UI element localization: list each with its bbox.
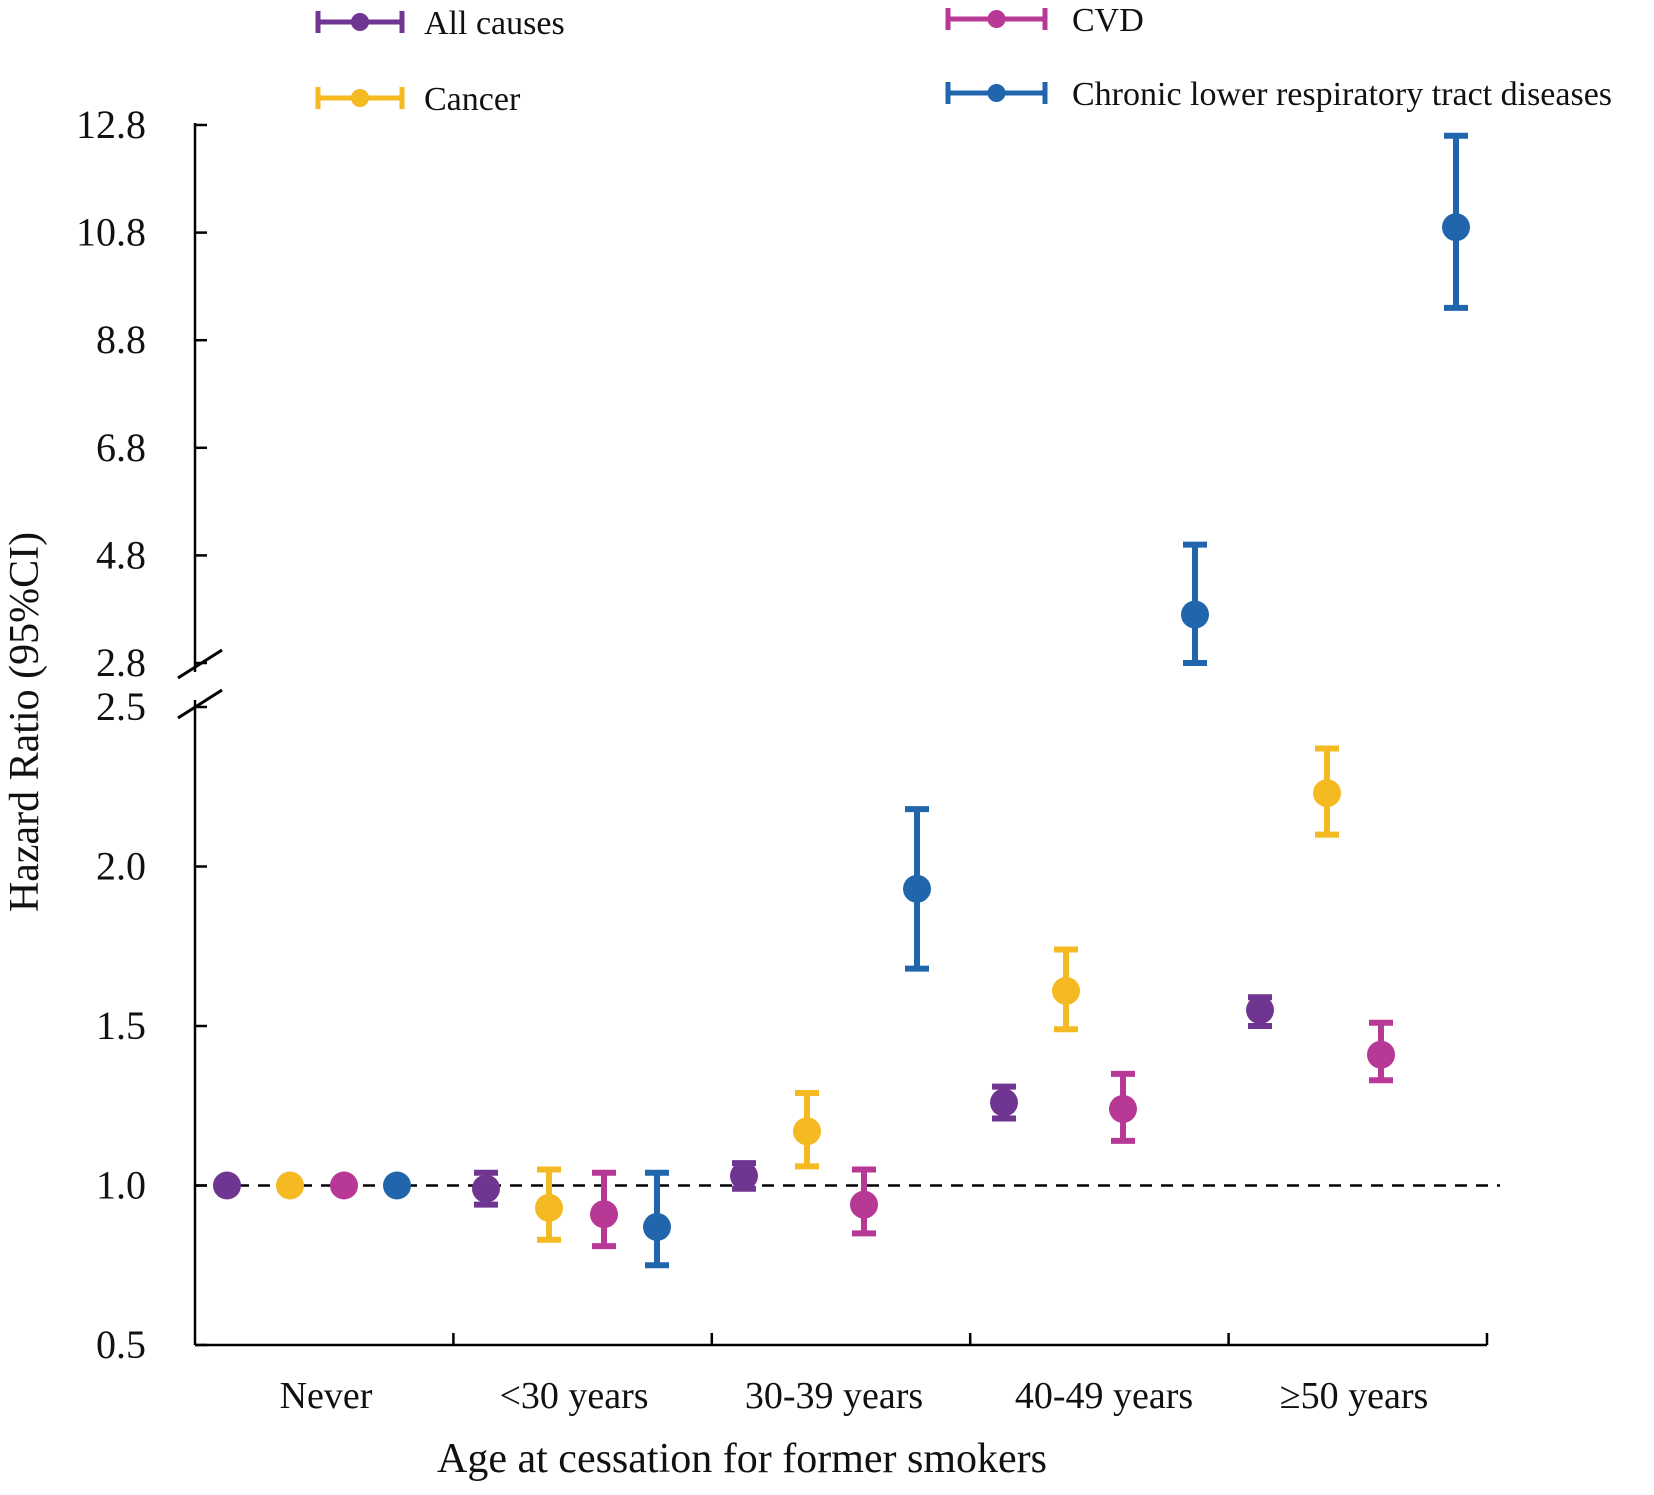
- data-point: [383, 1171, 411, 1200]
- legend-item: Cancer: [315, 81, 521, 118]
- data-point: [590, 1200, 618, 1229]
- x-category-label: Never: [280, 1375, 373, 1417]
- legend: All causes Cancer CVD Chronic lower respira…: [315, 2, 1612, 118]
- x-category-label: 30-39 years: [745, 1375, 923, 1417]
- y-axis-title: Hazard Ratio (95%CI): [2, 532, 48, 912]
- legend-label: Chronic lower respiratory tract diseases: [1072, 76, 1612, 113]
- data-point: [643, 1212, 671, 1241]
- legend-item: All causes: [315, 5, 565, 42]
- data-point: [1313, 779, 1341, 808]
- y-tick-label: 6.8: [96, 425, 146, 470]
- y-tick-label: 12.8: [76, 102, 146, 147]
- data-point: [793, 1117, 821, 1146]
- data-point: [730, 1161, 758, 1190]
- data-point: [535, 1193, 563, 1222]
- legend-label: Cancer: [424, 81, 521, 118]
- x-category-label: ≥50 years: [1280, 1375, 1429, 1417]
- data-point: [903, 874, 931, 903]
- y-axis: 2.8 4.8 6.8 8.8 10.8 12.8 0.5 1.0 1.5 2.0 2.5: [76, 102, 223, 1367]
- legend-marker: [351, 13, 369, 31]
- data-point: [330, 1171, 358, 1200]
- legend-marker: [351, 89, 369, 107]
- y-tick-label: 2.0: [96, 844, 146, 889]
- y-tick-label: 2.5: [96, 684, 146, 729]
- data-point: [1367, 1040, 1395, 1069]
- y-tick-label: 4.8: [96, 532, 146, 577]
- x-category-label: <30 years: [499, 1375, 648, 1417]
- data-point: [1442, 213, 1470, 242]
- y-tick-label: 2.8: [96, 640, 146, 685]
- series-all-causes: [213, 994, 1274, 1208]
- data-point: [850, 1190, 878, 1219]
- legend-marker: [987, 10, 1006, 28]
- y-tick-label: 8.8: [96, 317, 146, 362]
- legend-item: Chronic lower respiratory tract diseases: [945, 76, 1612, 113]
- data-point: [1109, 1094, 1137, 1123]
- data-point: [472, 1174, 500, 1203]
- axis-break-mark: [177, 688, 223, 720]
- y-tick-label: 10.8: [76, 210, 146, 255]
- data-point: [1246, 996, 1274, 1025]
- series-cancer: [276, 745, 1341, 1243]
- y-tick-label: 1.0: [96, 1163, 146, 1208]
- x-axis-title: Age at cessation for former smokers: [437, 1436, 1047, 1482]
- data-point: [276, 1171, 304, 1200]
- data-point: [990, 1088, 1018, 1117]
- legend-item: CVD: [945, 2, 1144, 39]
- legend-label: All causes: [424, 5, 565, 42]
- series-cvd: [330, 1019, 1395, 1250]
- y-tick-label: 1.5: [96, 1003, 146, 1048]
- x-axis: Never <30 years 30-39 years 40-49 years ≥50 …: [195, 1333, 1489, 1417]
- x-category-label: 40-49 years: [1015, 1375, 1193, 1417]
- series-chronic-lower-respiratory-tract-diseases: [383, 132, 1470, 1269]
- legend-marker: [987, 84, 1006, 102]
- plot-area: [195, 132, 1500, 1269]
- data-point: [213, 1171, 241, 1200]
- data-point: [1052, 976, 1080, 1005]
- legend-label: CVD: [1072, 2, 1144, 39]
- y-tick-label: 0.5: [96, 1322, 146, 1367]
- data-point: [1181, 600, 1209, 629]
